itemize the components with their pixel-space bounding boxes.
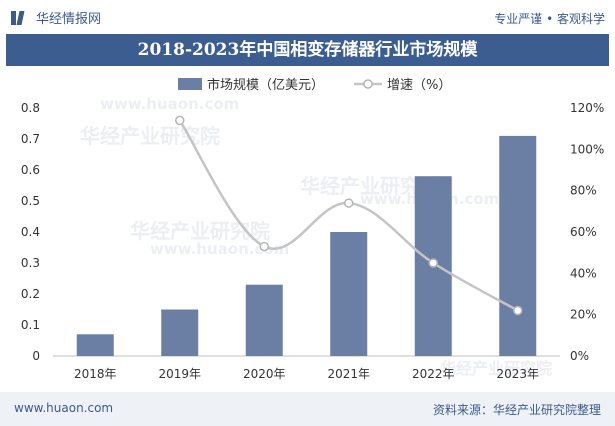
tagline: 专业严谨 • 客观科学 (494, 12, 605, 26)
chart-svg: 0 0.1 0.2 0.3 0.4 0.5 0.6 0.7 0.8 0% 20% 40% 60% 80% 1… (21, 77, 604, 381)
y-left-tick-label: 0.5 (21, 194, 40, 208)
y-right-tick-label: 80% (570, 184, 597, 198)
legend-label-line: 增速（%） (387, 78, 451, 93)
bar (161, 309, 199, 356)
growth-point (513, 305, 523, 316)
growth-line (178, 119, 519, 312)
footer-source: 资料来源：华经产业研究院整理 (432, 403, 601, 417)
brand-name: 华经情报网 (36, 12, 102, 27)
footer: www.huaon.com 资料来源：华经产业研究院整理 (0, 392, 615, 426)
legend-label-bar: 市场规模（亿美元） (207, 77, 324, 93)
y-left-tick-label: 0.3 (21, 256, 40, 270)
x-tick-label: 2018年 (74, 367, 117, 381)
x-tick-label: 2023年 (496, 367, 539, 381)
y-left-tick-label: 0.2 (21, 287, 40, 301)
bar (499, 135, 537, 356)
brand: 华经情报网 (10, 8, 101, 27)
x-tick-label: 2019年 (158, 367, 201, 381)
y-right-tick-label: 40% (570, 266, 597, 280)
x-tick-label: 2020年 (243, 367, 286, 381)
y-left-tick-label: 0.1 (21, 318, 40, 332)
growth-point (259, 241, 269, 252)
y-left-tick-label: 0.6 (21, 163, 40, 177)
x-tick-label: 2021年 (327, 367, 370, 381)
y-right-tick-label: 100% (570, 142, 604, 156)
y-right-tick-label: 120% (570, 101, 604, 115)
chart-area: 0 0.1 0.2 0.3 0.4 0.5 0.6 0.7 0.8 0% 20% 40% 60% 80% 1… (0, 66, 615, 390)
y-left-tick-label: 0.8 (21, 101, 40, 115)
y-left-tick-label: 0.4 (21, 225, 40, 239)
bar (76, 334, 114, 356)
growth-point (175, 115, 185, 126)
growth-point (344, 198, 354, 208)
chart-title: 2018-2023年中国相变存储器行业市场规模 (137, 40, 478, 60)
legend-swatch-bar (178, 78, 202, 90)
title-bar: 2018-2023年中国相变存储器行业市场规模 (6, 34, 609, 66)
y-right-tick-label: 0% (570, 349, 589, 363)
brand-logo-icon (10, 9, 28, 27)
top-bar: 华经情报网 专业严谨 • 客观科学 (0, 0, 615, 34)
y-left-tick-label: 0.7 (21, 132, 40, 146)
x-tick-label: 2022年 (412, 367, 455, 381)
bar (330, 232, 368, 356)
bar (245, 284, 283, 356)
y-right-tick-label: 20% (570, 308, 597, 322)
footer-url: www.huaon.com (14, 401, 114, 415)
growth-point (428, 258, 438, 268)
legend-swatch-point (363, 79, 373, 89)
y-right-tick-label: 60% (570, 225, 597, 239)
y-left-tick-label: 0 (32, 349, 40, 363)
